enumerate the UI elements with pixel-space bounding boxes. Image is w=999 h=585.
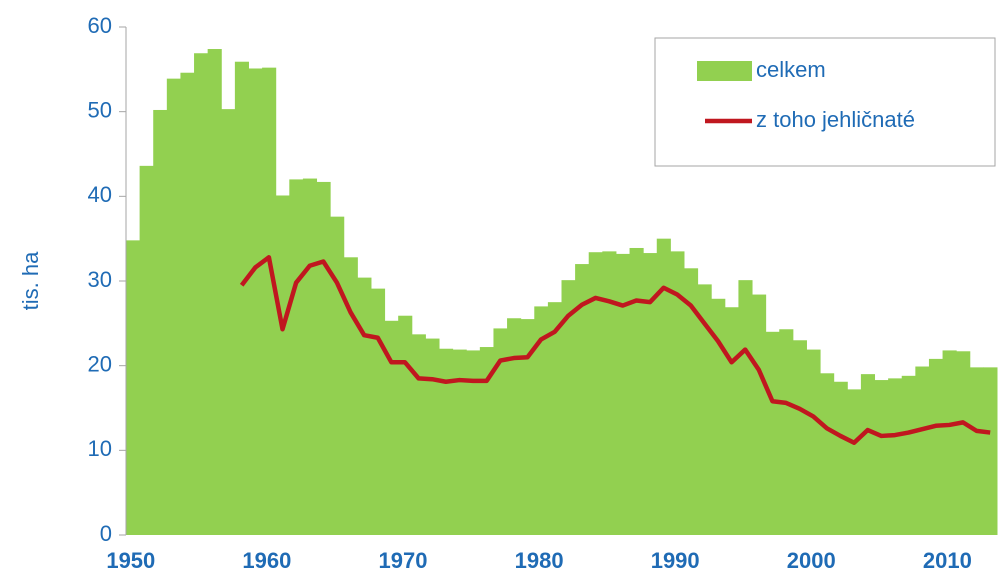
x-tick-label: 2010 — [923, 548, 972, 573]
bar — [833, 381, 848, 535]
bar — [969, 367, 984, 535]
bar — [547, 302, 562, 535]
bar — [860, 374, 876, 535]
y-tick-label: 0 — [100, 521, 112, 546]
bar — [194, 53, 209, 535]
y-tick-label: 40 — [88, 182, 112, 207]
bar — [411, 334, 426, 535]
bar — [425, 338, 440, 535]
x-tick-label: 1950 — [106, 548, 155, 573]
bar — [493, 328, 508, 535]
bar — [820, 373, 835, 535]
bar — [262, 67, 277, 535]
bar — [234, 61, 249, 536]
bar — [874, 380, 889, 535]
bar — [153, 109, 168, 536]
bar — [248, 68, 263, 535]
bar — [398, 315, 413, 535]
bar — [370, 288, 386, 535]
bar — [221, 109, 236, 536]
bar — [384, 320, 399, 535]
bar — [656, 238, 671, 535]
bar — [683, 268, 699, 535]
bar — [507, 318, 522, 535]
bar — [466, 350, 481, 535]
bar — [561, 280, 576, 535]
bar — [289, 179, 304, 535]
bar — [452, 349, 467, 535]
bar — [139, 165, 154, 535]
bar — [629, 247, 644, 536]
bar — [343, 257, 358, 535]
bar — [180, 72, 195, 535]
legend-label: z toho jehličnaté — [756, 107, 915, 132]
bar — [126, 240, 141, 536]
x-tick-label: 1980 — [515, 548, 564, 573]
bar — [711, 298, 726, 535]
bar — [983, 367, 998, 535]
bar — [439, 348, 454, 535]
bar — [534, 306, 549, 535]
y-tick-label: 10 — [88, 436, 112, 461]
bar — [602, 251, 617, 535]
y-tick-label: 20 — [88, 351, 112, 376]
y-tick-label: 30 — [88, 267, 112, 292]
bar — [479, 347, 494, 535]
legend-label: celkem — [756, 57, 826, 82]
bar — [166, 78, 181, 535]
y-axis-label: tis. ha — [18, 251, 43, 310]
y-tick-label: 50 — [88, 97, 112, 122]
x-tick-label: 1990 — [651, 548, 700, 573]
bar — [956, 351, 971, 535]
bar — [207, 49, 222, 535]
bar — [738, 280, 753, 535]
bar — [670, 251, 685, 535]
x-tick-label: 2000 — [787, 548, 836, 573]
bar — [792, 340, 807, 535]
bar — [357, 277, 372, 535]
bar — [928, 358, 944, 535]
bar — [806, 349, 821, 535]
bar — [752, 294, 767, 535]
bar — [520, 319, 535, 535]
bar — [615, 253, 631, 535]
bar — [847, 389, 862, 535]
bar — [575, 264, 590, 535]
bar — [302, 178, 318, 535]
bar — [316, 181, 331, 535]
y-tick-label: 60 — [88, 13, 112, 38]
bar — [330, 216, 345, 536]
line — [239, 255, 991, 445]
bar — [643, 253, 658, 535]
bar — [915, 366, 930, 535]
x-tick-label: 1960 — [242, 548, 291, 573]
bar — [779, 329, 794, 535]
bar — [724, 307, 739, 535]
bar — [901, 375, 916, 535]
bar — [697, 284, 712, 535]
bar — [588, 252, 603, 536]
legend-swatch — [697, 61, 752, 81]
bar — [942, 350, 957, 535]
x-tick-label: 1970 — [379, 548, 428, 573]
legend-box — [654, 37, 996, 167]
bar — [275, 195, 290, 535]
bar — [888, 378, 903, 535]
bar — [765, 331, 780, 535]
